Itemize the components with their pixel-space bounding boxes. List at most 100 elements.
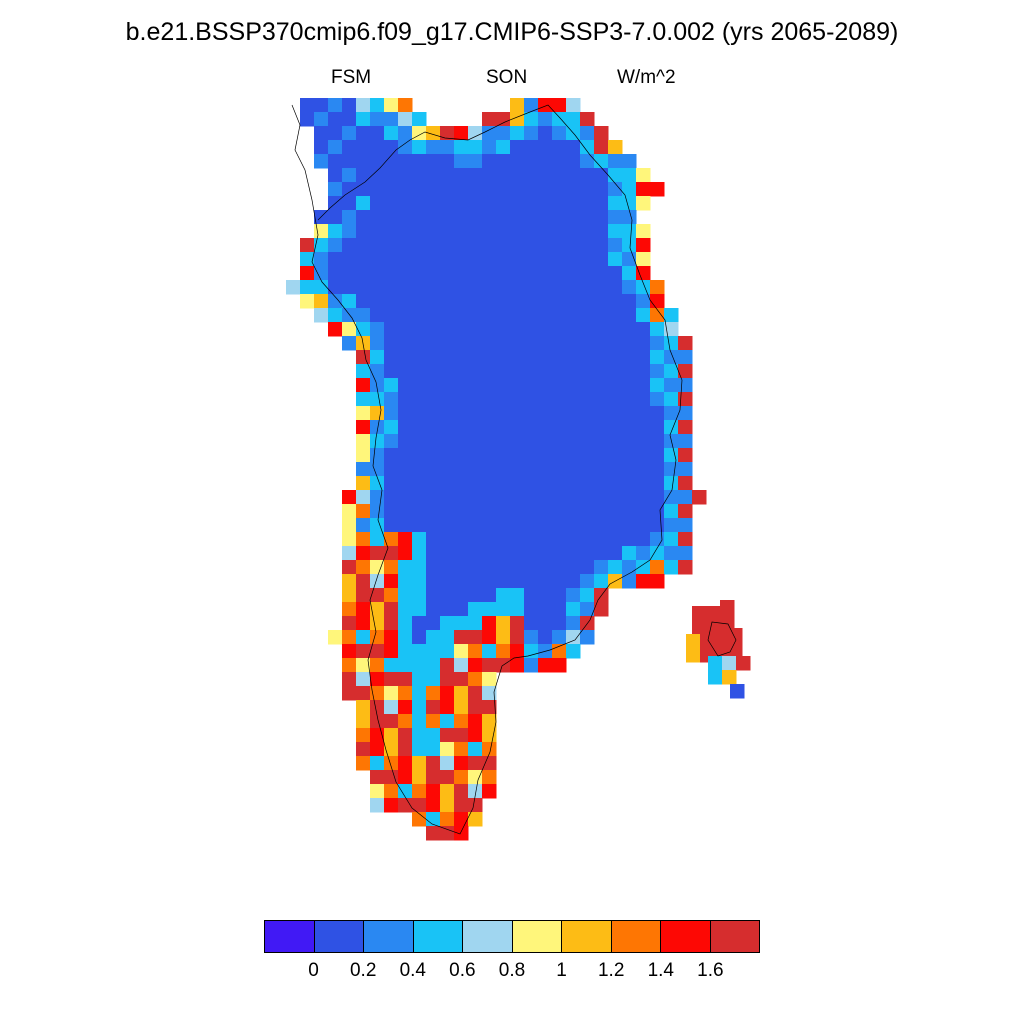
map-cell <box>426 140 441 155</box>
map-cell <box>314 294 329 309</box>
map-cell <box>636 252 651 267</box>
map-cell <box>580 420 595 435</box>
map-cell <box>608 224 623 239</box>
map-cell <box>622 532 637 547</box>
map-cell <box>608 504 623 519</box>
map-cell <box>664 406 679 421</box>
map-cell <box>538 336 553 351</box>
map-cell <box>510 154 525 169</box>
map-cell <box>454 168 469 183</box>
map-cell <box>552 392 567 407</box>
map-cell <box>552 434 567 449</box>
map-cell <box>566 112 581 127</box>
map-cell <box>468 532 483 547</box>
map-cell <box>496 238 511 253</box>
map-cell <box>370 756 385 771</box>
map-cell <box>482 476 497 491</box>
map-cell <box>426 770 441 785</box>
map-cell <box>426 476 441 491</box>
map-cell <box>426 826 441 841</box>
map-cell <box>552 378 567 393</box>
map-cell <box>496 322 511 337</box>
map-cell <box>398 532 413 547</box>
map-cell <box>314 238 329 253</box>
map-cell <box>426 294 441 309</box>
colorbar-tick-label: 1.4 <box>647 960 675 981</box>
map-cell <box>566 350 581 365</box>
map-cell <box>538 448 553 463</box>
map-cell <box>412 140 427 155</box>
map-cell <box>384 560 399 575</box>
map-cell <box>384 182 399 197</box>
map-cell <box>566 182 581 197</box>
map-cell <box>370 112 385 127</box>
map-cell <box>342 560 357 575</box>
map-cell <box>580 336 595 351</box>
map-cell <box>398 644 413 659</box>
map-cell <box>426 812 441 827</box>
map-cell <box>622 154 637 169</box>
map-cell <box>650 322 665 337</box>
map-cell <box>328 294 343 309</box>
map-cell <box>552 168 567 183</box>
map-cell <box>426 378 441 393</box>
map-cell <box>440 434 455 449</box>
map-cell <box>412 308 427 323</box>
map-cells <box>286 98 751 841</box>
map-cell <box>454 476 469 491</box>
map-cell <box>342 308 357 323</box>
map-cell <box>608 140 623 155</box>
map-cell <box>440 280 455 295</box>
map-cell <box>678 448 693 463</box>
map-cell <box>342 546 357 561</box>
map-cell <box>426 154 441 169</box>
map-cell <box>440 504 455 519</box>
map-cell <box>636 280 651 295</box>
map-cell <box>412 196 427 211</box>
map-cell <box>384 658 399 673</box>
map-cell <box>622 294 637 309</box>
map-cell <box>356 210 371 225</box>
map-cell <box>398 630 413 645</box>
map-cell <box>538 168 553 183</box>
map-cell <box>454 616 469 631</box>
map-cell <box>412 546 427 561</box>
map-cell <box>370 420 385 435</box>
map-cell <box>398 266 413 281</box>
map-cell <box>342 616 357 631</box>
map-cell <box>468 448 483 463</box>
map-cell <box>398 112 413 127</box>
map-cell <box>538 518 553 533</box>
map-cell <box>300 280 315 295</box>
map-cell <box>622 504 637 519</box>
map-cell <box>524 462 539 477</box>
map-cell <box>426 714 441 729</box>
map-cell <box>552 98 567 113</box>
map-cell <box>398 420 413 435</box>
map-cell <box>510 308 525 323</box>
map-cell <box>580 280 595 295</box>
map-cell <box>510 462 525 477</box>
map-cell <box>552 154 567 169</box>
map-cell <box>714 642 729 657</box>
colorbar-swatch <box>611 921 661 952</box>
map-cell <box>720 614 735 629</box>
map-cell <box>454 630 469 645</box>
map-cell <box>482 364 497 379</box>
map-cell <box>650 504 665 519</box>
map-cell <box>608 294 623 309</box>
map-cell <box>538 378 553 393</box>
map-cell <box>538 462 553 477</box>
map-cell <box>608 420 623 435</box>
colorbar-tick-label: 0.8 <box>498 960 526 981</box>
map-cell <box>356 756 371 771</box>
map-cell <box>468 196 483 211</box>
map-cell <box>454 448 469 463</box>
colorbar-swatch <box>265 921 315 952</box>
map-cell <box>412 448 427 463</box>
map-title: b.e21.BSSP370cmip6.f09_g17.CMIP6-SSP3-7.… <box>125 18 899 46</box>
map-cell <box>708 656 723 671</box>
map-cell <box>580 252 595 267</box>
map-cell <box>440 448 455 463</box>
map-cell <box>468 266 483 281</box>
